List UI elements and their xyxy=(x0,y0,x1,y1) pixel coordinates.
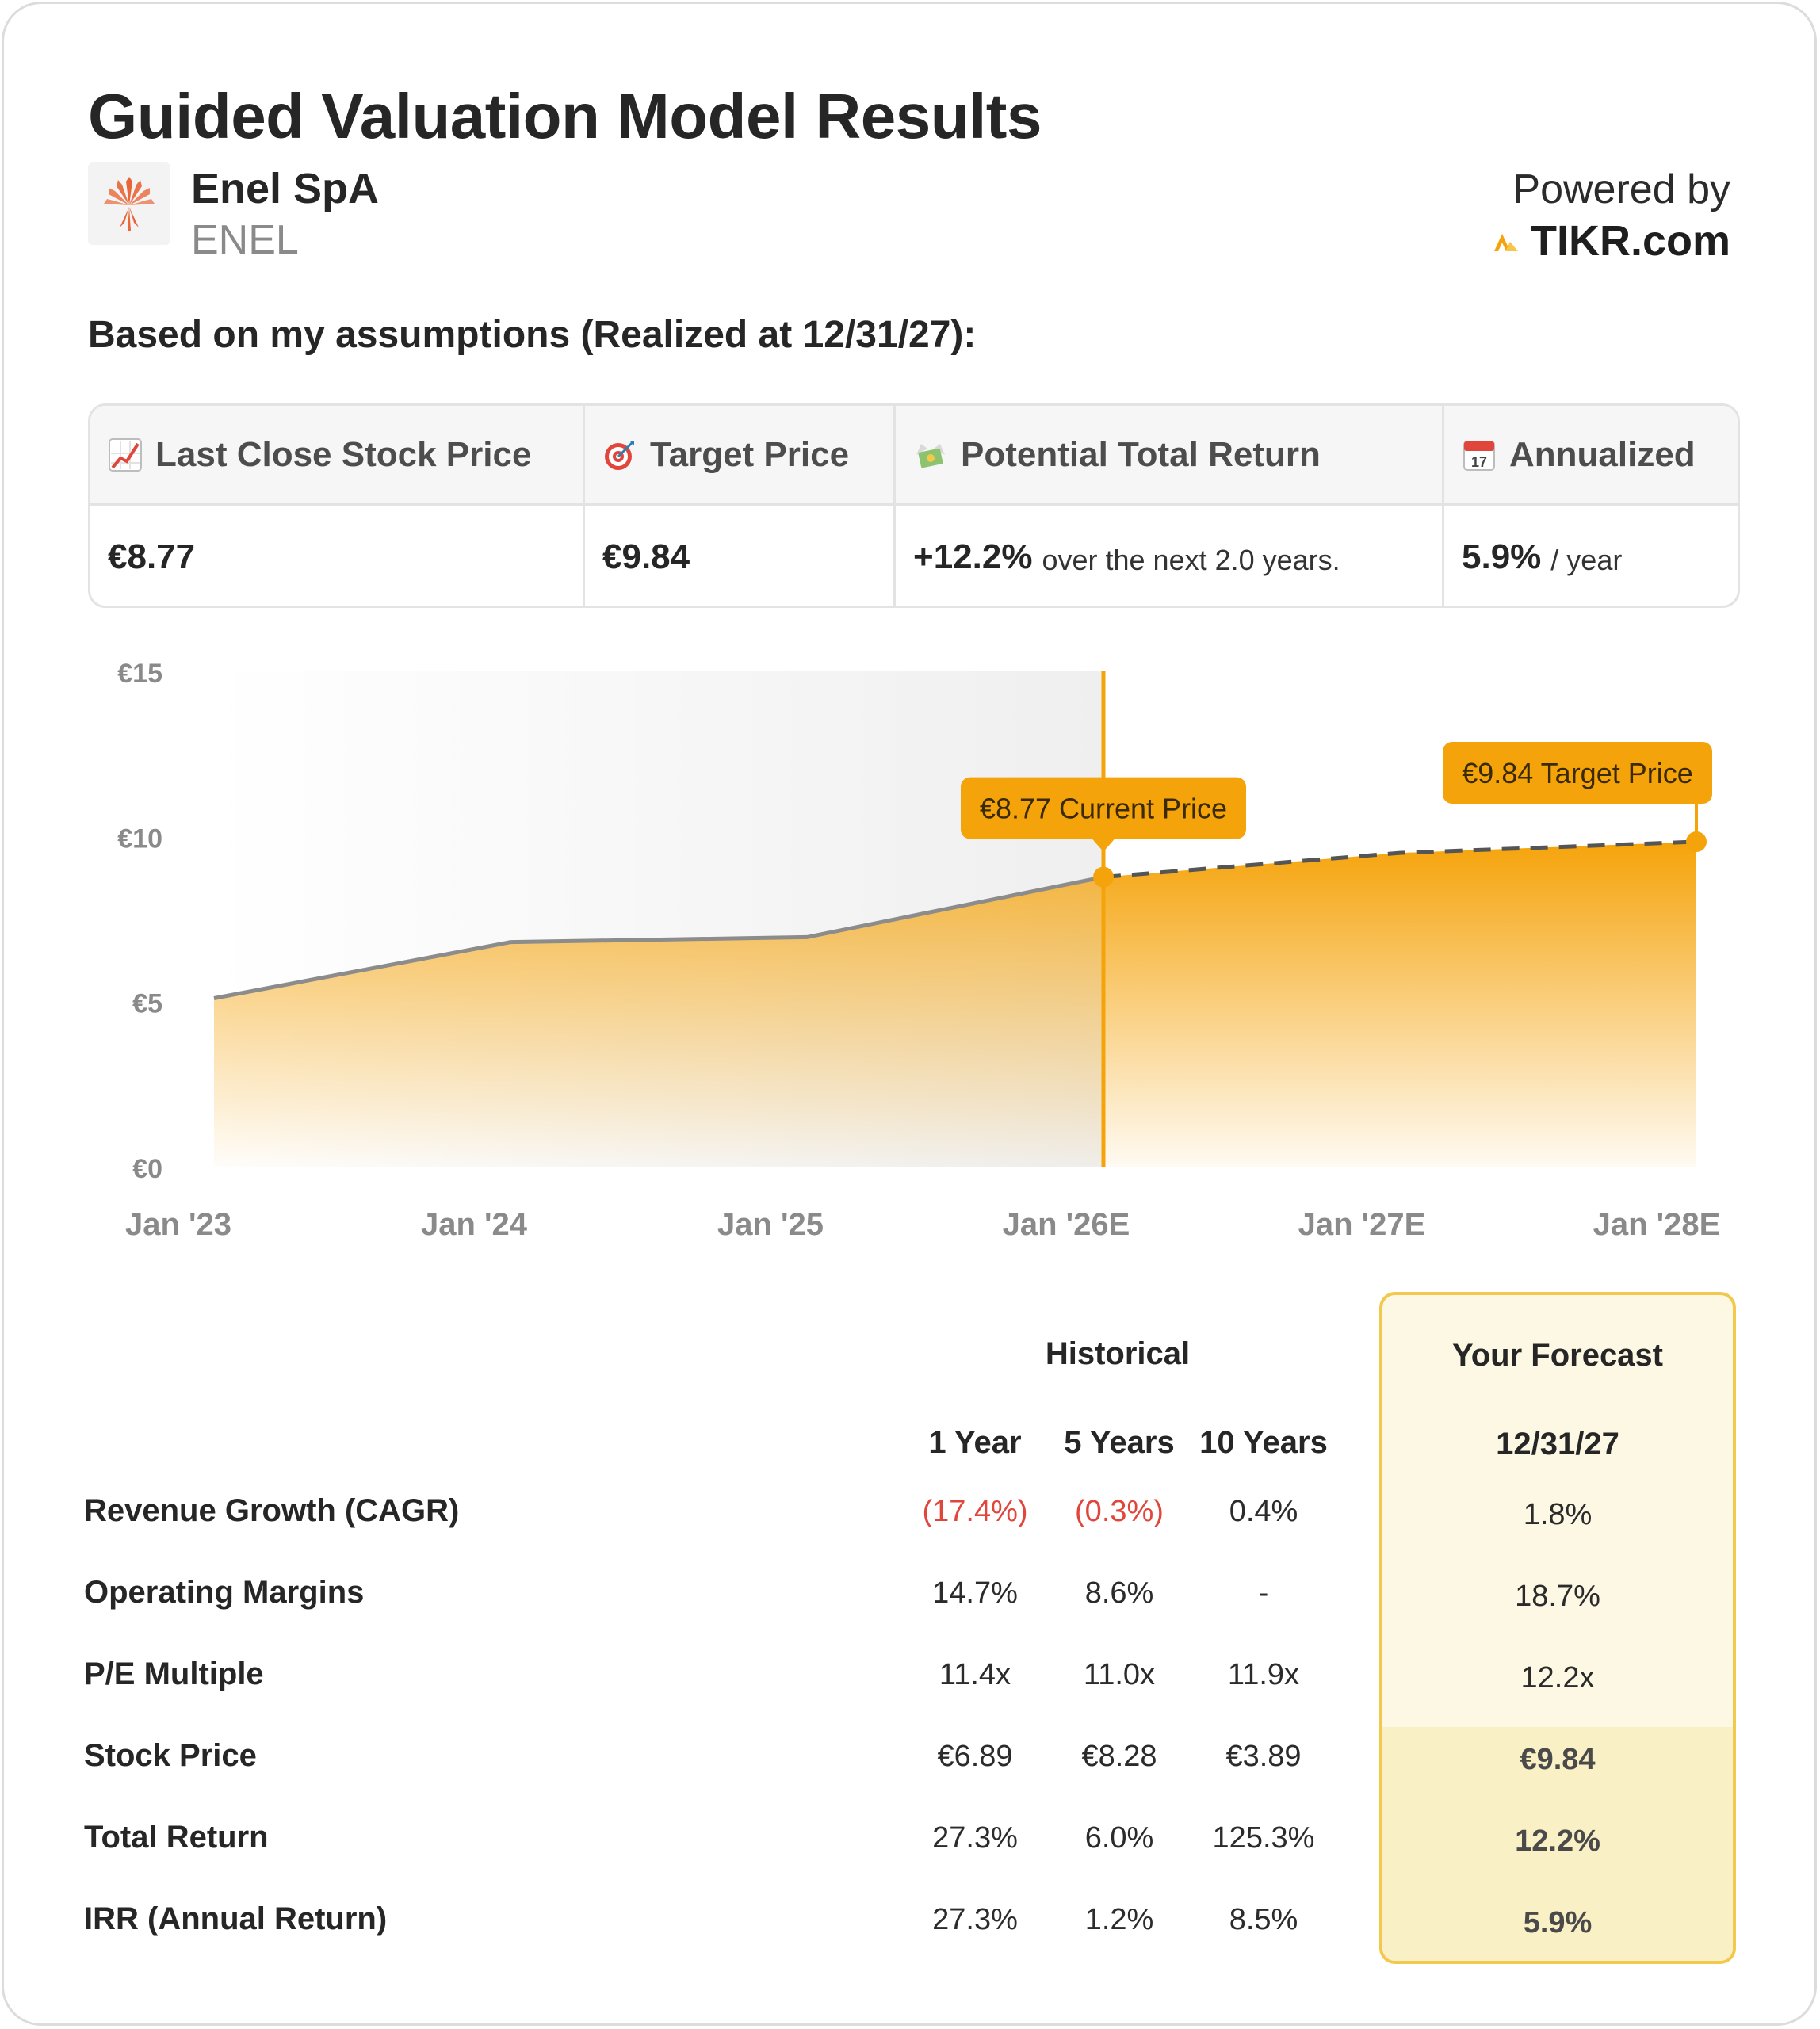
forecast-date-header: 12/31/27 xyxy=(1496,1427,1619,1462)
cell-operating-margins-forecast: 18.7% xyxy=(1515,1580,1600,1613)
column-header-5y: 5 Years xyxy=(1064,1425,1175,1460)
summary-header-annualized: 17 Annualized xyxy=(1444,406,1738,506)
enel-logo-icon xyxy=(104,177,155,231)
powered-by-label: Powered by xyxy=(1512,166,1730,212)
cell-revenue-growth-10y: 0.4% xyxy=(1229,1495,1298,1528)
cell-irr-5y: 1.2% xyxy=(1084,1903,1154,1936)
annotation-callout xyxy=(1443,742,1712,804)
summary-header-last-close: Last Close Stock Price xyxy=(90,406,583,506)
y-tick-label: €10 xyxy=(117,823,162,854)
summary-suffix-annualized: / year xyxy=(1550,543,1623,576)
column-header-10y: 10 Years xyxy=(1199,1425,1328,1460)
tikr-logo-icon xyxy=(1493,234,1518,251)
summary-col-last-close: Last Close Stock Price €8.77 xyxy=(90,406,585,606)
forecast-header: Your Forecast xyxy=(1452,1338,1663,1373)
summary-label-annualized: Annualized xyxy=(1509,434,1696,474)
summary-col-target: Target Price €9.84 xyxy=(585,406,896,606)
cell-irr-10y: 8.5% xyxy=(1229,1903,1298,1936)
row-label-revenue-growth: Revenue Growth (CAGR) xyxy=(84,1493,460,1528)
company-name: Enel SpA xyxy=(191,165,380,212)
cell-pe-multiple-forecast: 12.2x xyxy=(1520,1661,1595,1695)
x-tick-label: Jan '23 xyxy=(125,1207,231,1242)
summary-value-target: €9.84 xyxy=(602,537,690,576)
cell-revenue-growth-1y: (17.4%) xyxy=(922,1495,1028,1528)
summary-col-total-return: Potential Total Return +12.2% over the n… xyxy=(896,406,1444,606)
column-header-1y: 1 Year xyxy=(928,1425,1022,1460)
cell-total-return-1y: 27.3% xyxy=(932,1821,1018,1855)
forecast-area xyxy=(1103,842,1696,1167)
x-tick-label: Jan '24 xyxy=(421,1207,528,1242)
cell-operating-margins-10y: - xyxy=(1258,1576,1269,1610)
row-label-total-return: Total Return xyxy=(84,1820,269,1855)
y-tick-label: €15 xyxy=(117,659,162,689)
company-logo xyxy=(88,162,170,245)
cell-irr-forecast: 5.9% xyxy=(1523,1906,1592,1939)
forecast-panel xyxy=(1379,1292,1736,1964)
historical-area xyxy=(214,877,1103,1167)
summary-value-annualized: 5.9% xyxy=(1462,537,1542,576)
row-label-operating-margins: Operating Margins xyxy=(84,1575,365,1610)
company-ticker: ENEL xyxy=(191,217,299,263)
cell-pe-multiple-10y: 11.9x xyxy=(1227,1658,1300,1691)
cell-operating-margins-5y: 8.6% xyxy=(1084,1576,1154,1610)
summary-label-total-return: Potential Total Return xyxy=(961,434,1321,474)
annotation-point xyxy=(1686,831,1707,852)
x-tick-label: Jan '26E xyxy=(1003,1207,1130,1242)
annotation-callout xyxy=(961,777,1246,839)
cell-revenue-growth-5y: (0.3%) xyxy=(1075,1495,1164,1528)
x-tick-label: Jan '27E xyxy=(1298,1207,1426,1242)
metrics-table: Historical Your Forecast 1 Year 5 Years … xyxy=(0,1284,1820,1997)
forecast-price-line xyxy=(1103,839,1697,880)
row-label-stock-price: Stock Price xyxy=(84,1738,257,1773)
chart-increasing-icon xyxy=(109,438,142,472)
svg-text:17: 17 xyxy=(1471,454,1487,470)
summary-col-annualized: 17 Annualized 5.9% / year xyxy=(1444,406,1738,606)
cell-irr-1y: 27.3% xyxy=(932,1903,1018,1936)
historical-header: Historical xyxy=(1045,1336,1191,1371)
summary-header-target: Target Price xyxy=(585,406,893,506)
summary-suffix-total-return: over the next 2.0 years. xyxy=(1042,543,1340,576)
money-with-wings-icon xyxy=(916,443,945,468)
cell-pe-multiple-1y: 11.4x xyxy=(939,1658,1011,1691)
summary-table: Last Close Stock Price €8.77 Target Pric… xyxy=(88,403,1740,608)
cell-stock-price-forecast: €9.84 xyxy=(1520,1743,1596,1776)
forecast-highlight xyxy=(1382,1727,1733,1961)
x-tick-label: Jan '25 xyxy=(717,1207,824,1242)
price-chart: €0 €5 €10 €15 Jan '23 Jan '24 Jan '25 Jan '26E J… xyxy=(117,659,1721,1242)
cell-stock-price-1y: €6.89 xyxy=(937,1740,1013,1773)
annotation-label: €8.77 Current Price xyxy=(980,793,1227,825)
summary-value-total-return: +12.2% xyxy=(913,537,1033,576)
target-icon xyxy=(605,440,634,470)
cell-stock-price-5y: €8.28 xyxy=(1081,1740,1157,1773)
cell-total-return-forecast: 12.2% xyxy=(1515,1825,1600,1858)
tikr-brand[interactable]: TIKR.com xyxy=(1493,216,1730,266)
y-tick-label: €0 xyxy=(132,1154,162,1184)
historical-price-line xyxy=(213,875,1104,1000)
y-tick-label: €5 xyxy=(132,989,162,1019)
x-tick-label: Jan '28E xyxy=(1593,1207,1721,1242)
cell-total-return-5y: 6.0% xyxy=(1084,1821,1154,1855)
calendar-icon: 17 xyxy=(1463,440,1495,471)
tikr-brand-text: TIKR.com xyxy=(1530,217,1730,265)
summary-value-last-close: €8.77 xyxy=(108,537,196,576)
assumptions-heading: Based on my assumptions (Realized at 12/… xyxy=(88,314,977,356)
summary-label-last-close: Last Close Stock Price xyxy=(155,434,532,474)
cell-operating-margins-1y: 14.7% xyxy=(932,1576,1018,1610)
page-title: Guided Valuation Model Results xyxy=(88,81,1042,151)
annotation-pointer xyxy=(1092,839,1115,852)
summary-header-total-return: Potential Total Return xyxy=(896,406,1442,506)
row-label-pe-multiple: P/E Multiple xyxy=(84,1656,264,1691)
row-label-irr: IRR (Annual Return) xyxy=(84,1901,388,1936)
annotation-point xyxy=(1093,866,1114,888)
annotation-label: €9.84 Target Price xyxy=(1462,757,1693,789)
cell-stock-price-10y: €3.89 xyxy=(1225,1740,1302,1773)
summary-label-target: Target Price xyxy=(650,434,850,474)
cell-pe-multiple-5y: 11.0x xyxy=(1083,1658,1156,1691)
cell-revenue-growth-forecast: 1.8% xyxy=(1523,1498,1592,1531)
cell-total-return-10y: 125.3% xyxy=(1212,1821,1315,1855)
